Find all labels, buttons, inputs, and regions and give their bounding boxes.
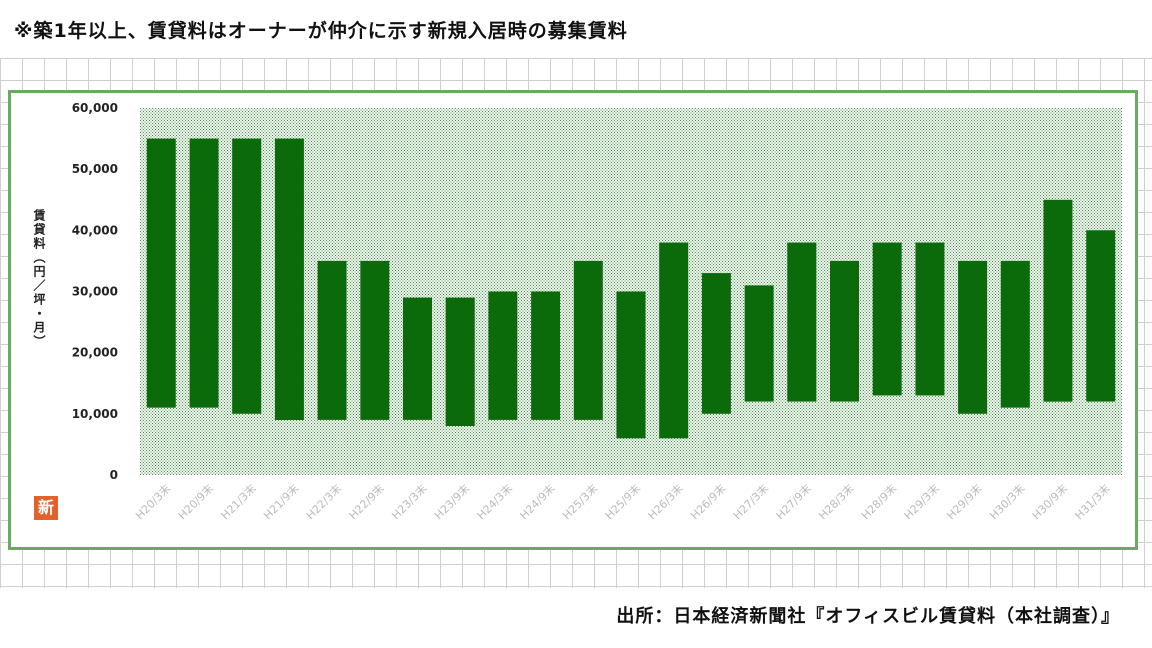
x-tick-label: H27/9末 [773, 481, 814, 522]
range-bar [573, 260, 603, 420]
x-tick-label: H24/3末 [474, 481, 515, 522]
range-bar [360, 260, 390, 420]
x-tick-label: H25/3末 [559, 481, 600, 522]
x-tick-label: H26/9末 [688, 481, 729, 522]
x-tick-label: H23/9末 [431, 481, 472, 522]
x-tick-label: H30/9末 [1029, 481, 1070, 522]
range-bar [787, 242, 817, 402]
range-bar [146, 138, 176, 408]
range-bar [915, 242, 945, 396]
y-tick-label: 10,000 [72, 407, 118, 421]
range-bar [744, 285, 774, 402]
x-tick-label: H31/3末 [1072, 481, 1113, 522]
x-tick-label: H29/3末 [901, 481, 942, 522]
x-tick-label: H26/3末 [645, 481, 686, 522]
x-tick-label: H28/3末 [816, 481, 857, 522]
range-bar [701, 273, 731, 414]
range-bar [531, 291, 561, 420]
x-tick-label: H27/3末 [730, 481, 771, 522]
x-tick-label: H25/9末 [602, 481, 643, 522]
chart-frame: 0 10,000 20,000 30,000 40,000 50,000 60,000 H2… [8, 90, 1138, 550]
range-bar [1086, 230, 1116, 402]
x-tick-label: H28/9末 [858, 481, 899, 522]
range-bar [1043, 199, 1073, 402]
source-note: 出所：日本経済新聞社『オフィスビル賃貸料（本社調査）』 [616, 606, 1120, 627]
range-bar [317, 260, 347, 420]
nikkei-logo: 新 [34, 496, 58, 520]
range-bar [403, 297, 432, 420]
x-tick-label: H20/9末 [175, 481, 216, 522]
range-bar [488, 291, 518, 420]
y-tick-label: 50,000 [72, 162, 118, 176]
range-bar [872, 242, 902, 396]
y-tick-label: 20,000 [72, 346, 118, 360]
range-bar [616, 291, 646, 439]
x-tick-label: H23/3末 [389, 481, 430, 522]
y-axis-label: 賃貸料（円／坪・月） [32, 208, 46, 349]
range-bar [659, 242, 689, 439]
x-tick-label: H30/3末 [986, 481, 1027, 522]
range-bar [232, 138, 262, 414]
y-tick-label: 40,000 [72, 223, 118, 237]
y-tick-label: 30,000 [72, 285, 118, 299]
range-bar-chart: 0 10,000 20,000 30,000 40,000 50,000 60,000 H2… [32, 101, 1122, 522]
x-tick-label: H29/9末 [944, 481, 985, 522]
y-tick-label: 0 [110, 468, 118, 482]
x-tick-label: H20/3末 [132, 481, 173, 522]
header-note: ※築1年以上、賃貸料はオーナーが仲介に示す新規入居時の募集賃料 [14, 20, 628, 42]
x-tick-label: H21/3末 [218, 481, 259, 522]
range-bar [830, 260, 859, 402]
x-tick-label: H21/9末 [261, 481, 302, 522]
range-bar [274, 138, 304, 420]
range-bar [189, 138, 219, 408]
y-tick-label: 60,000 [72, 101, 118, 115]
range-bar [958, 260, 988, 414]
x-tick-label: H22/3末 [303, 481, 344, 522]
x-tick-label: H22/9末 [346, 481, 387, 522]
range-bar [445, 297, 475, 426]
range-bar [1000, 260, 1030, 408]
x-tick-label: H24/9末 [517, 481, 558, 522]
